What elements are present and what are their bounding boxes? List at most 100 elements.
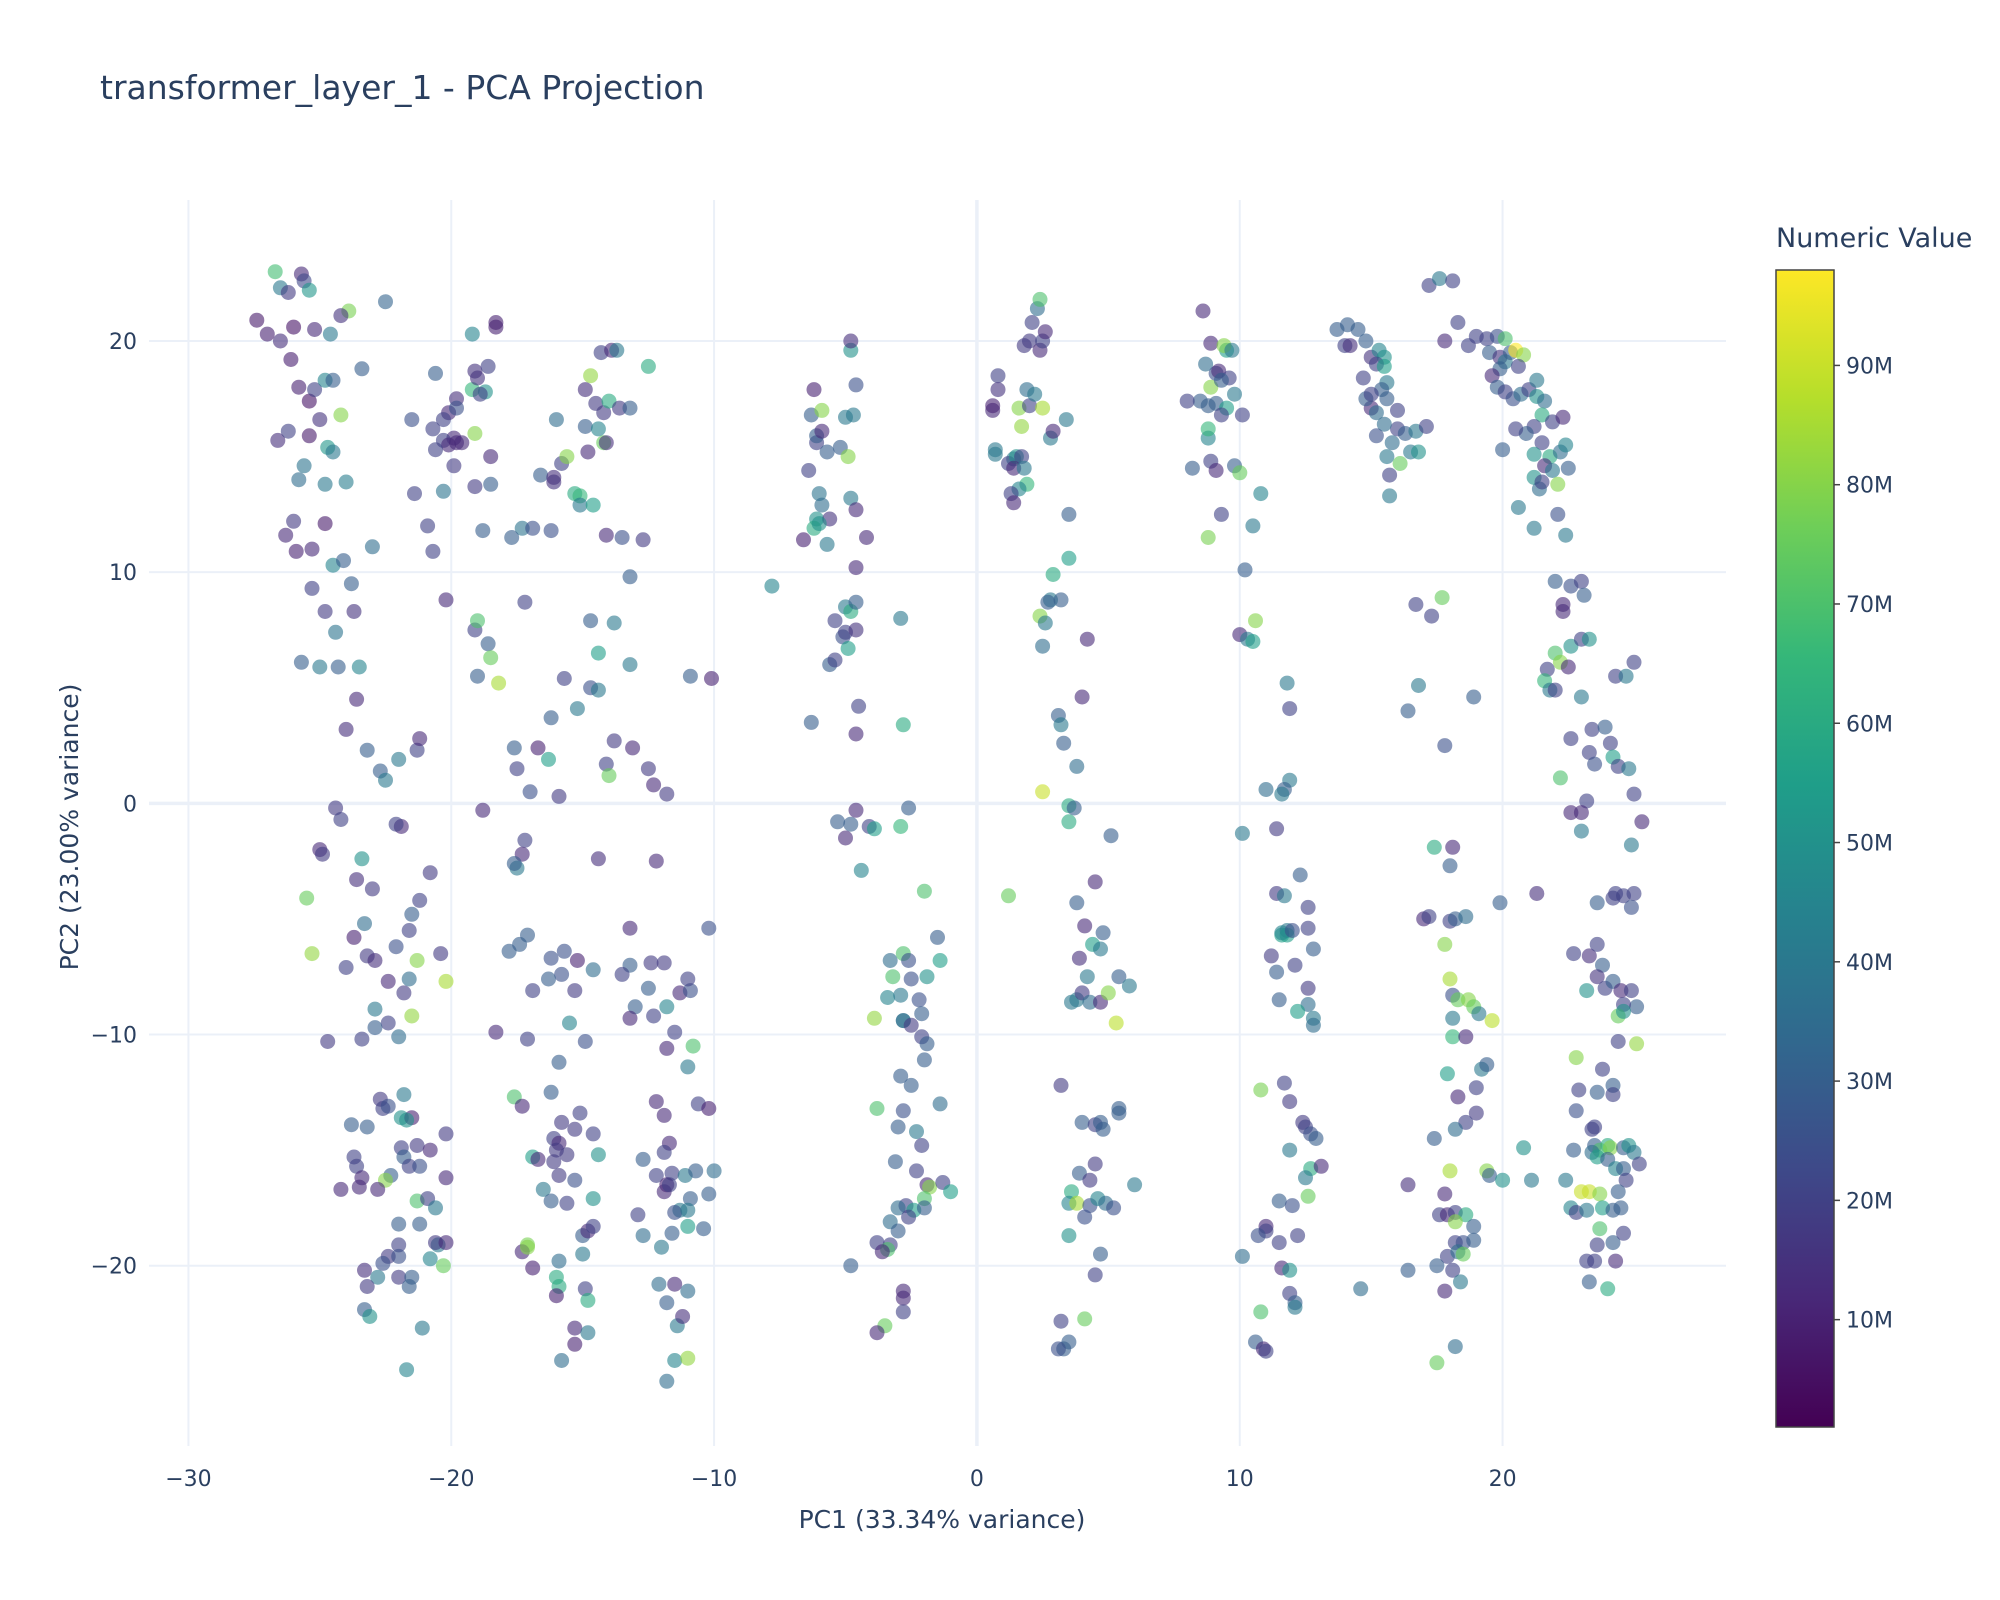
scatter-point [622, 1010, 638, 1026]
scatter-point [1061, 1228, 1077, 1244]
scatter-point [1368, 428, 1384, 444]
scatter-point [874, 1244, 890, 1260]
scatter-point [1426, 1131, 1442, 1146]
scatter-point [1379, 391, 1395, 407]
x-axis-ticks: −30 −20 −10 0 10 20 [165, 1467, 1516, 1492]
scatter-point [1069, 1195, 1085, 1211]
scatter-point [585, 1191, 601, 1207]
scatter-point [1547, 682, 1563, 698]
scatter-point [391, 1248, 407, 1264]
scatter-point [704, 671, 719, 686]
scatter-point [612, 400, 627, 416]
scatter-point [1616, 1003, 1631, 1019]
scatter-point [590, 645, 606, 661]
scatter-point [659, 999, 675, 1015]
scatter-point [438, 1170, 454, 1186]
scatter-point [559, 1147, 575, 1163]
scatter-point [848, 502, 864, 518]
scatter-point [1434, 590, 1450, 606]
scatter-point [396, 985, 412, 1001]
scatter-point [535, 1181, 551, 1197]
scatter-point [1093, 941, 1108, 957]
scatter-point [1573, 805, 1589, 821]
scatter-point [1053, 592, 1069, 608]
scatter-point [903, 971, 919, 987]
scatter-point [1631, 1156, 1647, 1172]
scatter-point [1589, 969, 1605, 985]
scatter-point [1200, 421, 1216, 437]
scatter-point [470, 370, 485, 386]
scatter-point [1016, 460, 1032, 476]
scatter-point [893, 819, 909, 834]
scatter-point [351, 659, 367, 675]
scatter-point [1305, 941, 1321, 957]
colorbar-tick-label: 70M [1846, 593, 1893, 618]
chart-title: transformer_layer_1 - PCA Projection [100, 68, 705, 107]
x-tick-label: 0 [970, 1467, 984, 1492]
scatter-point [646, 1008, 662, 1024]
colorbar-ticks: 10M 20M 30M 40M 50M 60M 70M 80M 90M [1834, 354, 1893, 1334]
scatter-point [916, 1200, 932, 1216]
scatter-point [575, 1246, 591, 1262]
scatter-point [661, 1177, 677, 1193]
scatter-point [420, 518, 436, 534]
scatter-point [1127, 1177, 1143, 1193]
scatter-point [391, 1269, 407, 1285]
scatter-point [635, 1151, 651, 1167]
scatter-point [614, 530, 630, 545]
scatter-point [1466, 1218, 1482, 1234]
scatter-point [1421, 909, 1437, 925]
scatter-point [882, 953, 898, 968]
scatter-point [893, 610, 909, 626]
scatter-point [1095, 925, 1111, 941]
scatter-point [556, 671, 572, 686]
scatter-point [585, 1126, 601, 1142]
scatter-point [1040, 594, 1056, 610]
scatter-point [806, 382, 822, 398]
scatter-point [1093, 1114, 1108, 1130]
scatter-point [1605, 1087, 1621, 1103]
scatter-point [601, 768, 617, 784]
scatter-point [1298, 1170, 1313, 1186]
scatter-point [1066, 800, 1082, 816]
scatter-point [654, 1239, 669, 1255]
scatter-point [1573, 823, 1589, 839]
x-tick-label: −20 [428, 1467, 474, 1492]
scatter-point [391, 1216, 407, 1232]
scatter-point [378, 772, 393, 788]
scatter-point [1626, 1144, 1642, 1160]
scatter-point [1271, 1193, 1287, 1209]
y-tick-label: 20 [109, 330, 137, 355]
scatter-point [1082, 994, 1098, 1010]
scatter-point [1579, 1202, 1595, 1218]
scatter-point [1037, 615, 1053, 631]
scatter-point [1579, 983, 1595, 999]
scatter-point [1056, 735, 1072, 751]
scatter-point [1566, 946, 1582, 962]
scatter-point [412, 892, 428, 908]
scatter-point [1589, 936, 1605, 952]
scatter-point [1064, 1184, 1079, 1200]
scatter-point [530, 1151, 546, 1167]
scatter-point [1555, 409, 1571, 425]
scatter-point [525, 1260, 541, 1276]
scatter-point [1074, 689, 1090, 705]
scatter-point [1608, 668, 1624, 684]
grid-lines [149, 200, 1726, 1446]
scatter-point [598, 756, 614, 772]
scatter-point [680, 1059, 696, 1075]
scatter-point [304, 580, 320, 596]
scatter-point [648, 853, 664, 869]
scatter-point [304, 946, 320, 962]
scatter-point [1384, 435, 1400, 451]
scatter-point [307, 322, 323, 337]
scatter-point [317, 476, 333, 492]
scatter-point [1437, 738, 1453, 754]
scatter-point [330, 659, 346, 675]
scatter-point [895, 1304, 911, 1320]
scatter-point [622, 920, 638, 936]
scatter-point [1424, 608, 1440, 624]
scatter-point [1358, 333, 1374, 349]
scatter-point [659, 1040, 675, 1056]
scatter-point [328, 800, 344, 816]
